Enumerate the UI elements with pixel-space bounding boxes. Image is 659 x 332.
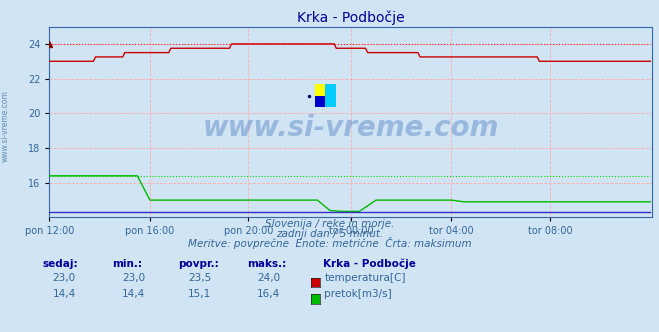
Text: povpr.:: povpr.: (178, 259, 219, 269)
Text: 14,4: 14,4 (53, 289, 76, 299)
FancyBboxPatch shape (326, 84, 336, 107)
Text: Slovenija / reke in morje.: Slovenija / reke in morje. (265, 219, 394, 229)
Text: Meritve: povprečne  Enote: metrične  Črta: maksimum: Meritve: povprečne Enote: metrične Črta:… (188, 237, 471, 249)
Text: Krka - Podbočje: Krka - Podbočje (323, 259, 416, 269)
Text: 23,0: 23,0 (53, 273, 76, 283)
Text: pretok[m3/s]: pretok[m3/s] (324, 289, 392, 299)
Text: 23,0: 23,0 (122, 273, 145, 283)
Text: min.:: min.: (112, 259, 142, 269)
Title: Krka - Podbočje: Krka - Podbočje (297, 11, 405, 25)
Text: 23,5: 23,5 (188, 273, 211, 283)
Text: 16,4: 16,4 (257, 289, 280, 299)
Text: temperatura[C]: temperatura[C] (324, 273, 406, 283)
Text: zadnji dan / 5 minut.: zadnji dan / 5 minut. (276, 229, 383, 239)
FancyBboxPatch shape (315, 96, 326, 107)
Text: www.si-vreme.com: www.si-vreme.com (1, 90, 10, 162)
Text: 24,0: 24,0 (257, 273, 280, 283)
Text: sedaj:: sedaj: (43, 259, 78, 269)
FancyBboxPatch shape (315, 84, 336, 107)
Text: www.si-vreme.com: www.si-vreme.com (203, 114, 499, 142)
Text: 14,4: 14,4 (122, 289, 145, 299)
Text: 15,1: 15,1 (188, 289, 211, 299)
Text: maks.:: maks.: (247, 259, 287, 269)
